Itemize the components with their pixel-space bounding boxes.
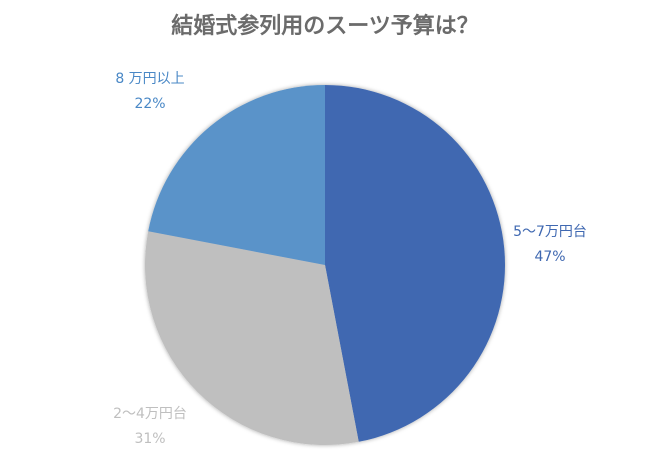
chart-title: 結婚式参列用のスーツ予算は？ xyxy=(171,14,479,39)
slice-0-category: 5～7万円台 xyxy=(513,224,587,240)
label-slice-2: 8 万円以上 22% xyxy=(80,67,220,117)
slice-2-category: 8 万円以上 xyxy=(115,71,185,87)
pie-slice-2 xyxy=(148,85,325,265)
label-slice-1: 2～4万円台 31% xyxy=(80,402,220,452)
pie-slice-0 xyxy=(325,85,506,442)
pie-slice-1 xyxy=(144,231,359,445)
label-slice-0: 5～7万円台 47% xyxy=(480,220,620,270)
slice-0-percent: 47% xyxy=(534,249,566,265)
slice-1-percent: 31% xyxy=(134,431,166,447)
slice-1-category: 2～4万円台 xyxy=(113,406,187,422)
slice-2-percent: 22% xyxy=(134,96,166,112)
